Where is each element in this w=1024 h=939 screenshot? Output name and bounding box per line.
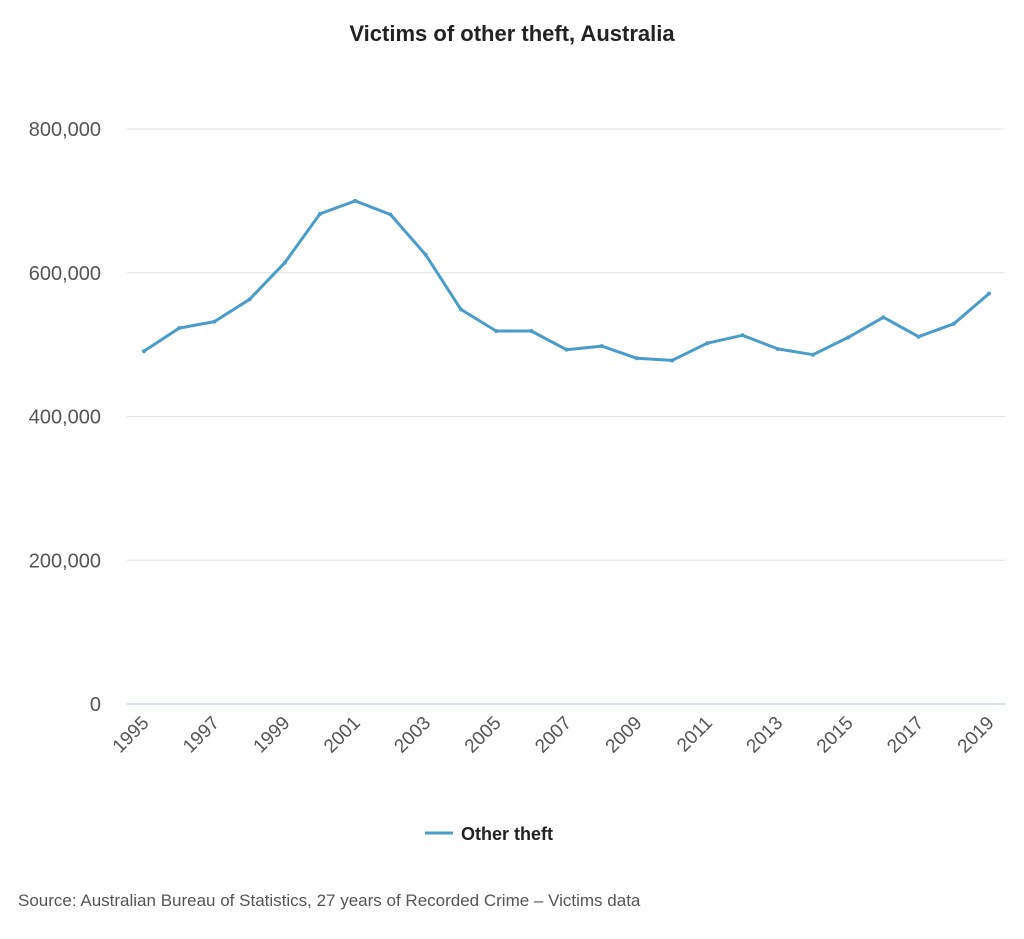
data-point[interactable] <box>810 352 815 357</box>
y-tick-label: 400,000 <box>29 407 101 429</box>
legend-label: Other theft <box>461 824 553 844</box>
data-point[interactable] <box>212 319 217 324</box>
data-point[interactable] <box>142 349 146 354</box>
data-point[interactable] <box>494 328 499 333</box>
data-point[interactable] <box>740 333 745 338</box>
x-tick-label: 2015 <box>813 713 858 758</box>
x-axis-tick-labels: 1995 1997 1999 2001 2003 2005 2007 2009 2011 2013… <box>109 713 999 758</box>
x-tick-label: 2001 <box>320 713 365 758</box>
x-tick-label: 2007 <box>531 713 576 758</box>
data-point[interactable] <box>951 321 956 326</box>
data-point[interactable] <box>282 260 287 265</box>
data-point[interactable] <box>705 341 710 346</box>
x-tick-label: 1995 <box>109 713 154 758</box>
y-tick-label: 600,000 <box>29 263 101 285</box>
data-point[interactable] <box>775 346 780 351</box>
data-point[interactable] <box>353 198 358 203</box>
data-point[interactable] <box>987 291 991 296</box>
data-point[interactable] <box>564 347 569 352</box>
data-point[interactable] <box>458 307 463 312</box>
y-tick-label: 0 <box>90 694 101 716</box>
x-tick-label: 1999 <box>250 713 295 758</box>
data-point[interactable] <box>318 211 323 216</box>
data-point[interactable] <box>423 252 428 257</box>
series-line[interactable] <box>142 199 991 362</box>
y-tick-label: 800,000 <box>29 119 101 141</box>
chart-title: Victims of other theft, Australia <box>349 21 675 46</box>
gridlines <box>127 128 1005 705</box>
y-tick-label: 200,000 <box>29 550 101 572</box>
data-point[interactable] <box>881 315 886 320</box>
data-point[interactable] <box>634 356 639 361</box>
x-tick-label: 2019 <box>954 713 999 758</box>
data-point[interactable] <box>599 344 604 349</box>
source-note: Source: Australian Bureau of Statistics,… <box>18 891 641 910</box>
y-axis-tick-labels: 0 200,000 400,000 600,000 800,000 <box>29 119 101 716</box>
data-point[interactable] <box>529 328 534 333</box>
series-layer <box>142 198 991 363</box>
x-tick-label: 2013 <box>743 713 788 758</box>
x-tick-label: 2011 <box>673 713 717 757</box>
data-point[interactable] <box>670 358 675 363</box>
data-point[interactable] <box>846 335 851 340</box>
x-tick-label: 2017 <box>883 713 928 758</box>
x-tick-label: 2003 <box>390 713 435 758</box>
x-tick-label: 2005 <box>461 713 506 758</box>
data-point[interactable] <box>388 212 393 217</box>
data-point[interactable] <box>916 334 921 339</box>
data-point[interactable] <box>177 326 182 331</box>
x-tick-label: 2009 <box>602 713 647 758</box>
data-point[interactable] <box>247 297 252 302</box>
x-tick-label: 1997 <box>179 713 224 758</box>
legend[interactable]: Other theft <box>425 824 553 844</box>
